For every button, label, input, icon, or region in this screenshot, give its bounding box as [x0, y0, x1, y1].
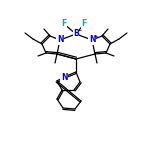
Text: B: B: [73, 29, 79, 38]
Text: −: −: [77, 28, 81, 33]
Text: F: F: [61, 19, 67, 29]
Text: +: +: [93, 34, 97, 39]
Text: N: N: [89, 36, 95, 45]
Text: F: F: [81, 19, 87, 29]
Text: N: N: [57, 36, 63, 45]
Text: N: N: [61, 73, 67, 81]
